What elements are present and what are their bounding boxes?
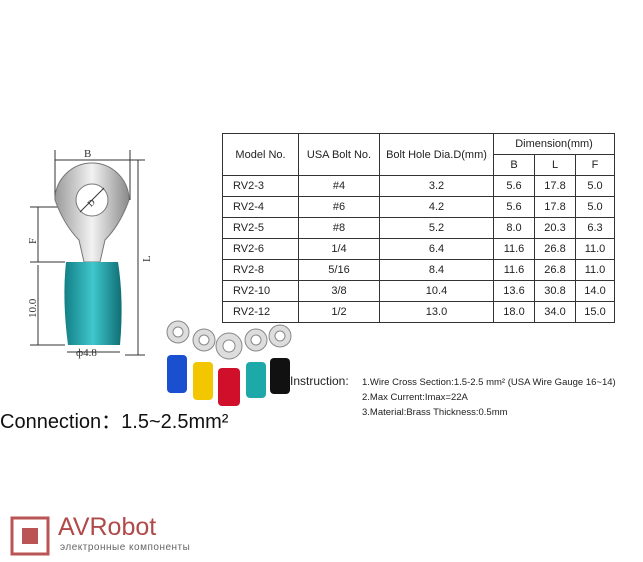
table-cell: RV2-4	[222, 196, 299, 218]
instruction-item: 1.Wire Cross Section:1.5-2.5 mm² (USA Wi…	[362, 377, 616, 388]
table-row: RV2-10 3/8 10.4 13.6 30.8 14.0	[222, 280, 615, 302]
label-l: L	[141, 255, 153, 262]
dimension-header: Dimension(mm)	[493, 133, 615, 155]
table-cell: 15.0	[575, 301, 615, 323]
table-cell: RV2-6	[222, 238, 299, 260]
table-cell: RV2-8	[222, 259, 299, 281]
connection: Connection：1.5~2.5mm²	[0, 411, 229, 433]
table-row: RV2-5 #8 5.2 8.0 20.3 6.3	[222, 217, 615, 239]
table-cell: 13.0	[379, 301, 494, 323]
table-cell: 6.4	[379, 238, 494, 260]
table-cell: 18.0	[493, 301, 535, 323]
header-cell: L	[534, 154, 576, 176]
instruction-item: 2.Max Current:Imax=22A	[362, 392, 468, 403]
table-cell: #6	[298, 196, 380, 218]
table-cell: RV2-12	[222, 301, 299, 323]
table-cell: 8.0	[493, 217, 535, 239]
label-f: F	[27, 238, 39, 244]
header-row: Model No. USA Bolt No. Bolt Hole Dia.D(mm)…	[222, 133, 615, 176]
instruction-label: Instruction:	[290, 374, 349, 388]
table-cell: 3.2	[379, 175, 494, 197]
table-cell: 13.6	[493, 280, 535, 302]
table-cell: RV2-3	[222, 175, 299, 197]
table-cell: RV2-5	[222, 217, 299, 239]
table-cell: 1/4	[298, 238, 380, 260]
table-cell: 10.4	[379, 280, 494, 302]
table-cell: 1/2	[298, 301, 380, 323]
table-row: RV2-6 1/4 6.4 11.6 26.8 11.0	[222, 238, 615, 260]
table-cell: 8.4	[379, 259, 494, 281]
table-cell: 5.0	[575, 196, 615, 218]
table-cell: 5.0	[575, 175, 615, 197]
logo-tagline: электронные компоненты	[60, 542, 191, 553]
instruction-item: 3.Material:Brass Thickness:0.5mm	[362, 407, 508, 418]
table-row: RV2-4 #6 4.2 5.6 17.8 5.0	[222, 196, 615, 218]
table-cell: 5.6	[493, 196, 535, 218]
table-cell: 20.3	[534, 217, 576, 239]
table-cell: 3/8	[298, 280, 380, 302]
table-cell: 4.2	[379, 196, 494, 218]
table-row: RV2-3 #4 3.2 5.6 17.8 5.0	[222, 175, 615, 197]
table-cell: 17.8	[534, 175, 576, 197]
table-cell: 5.2	[379, 217, 494, 239]
instruction-list: 1.Wire Cross Section:1.5-2.5 mm² (USA Wi…	[362, 375, 616, 420]
table-cell: 5/16	[298, 259, 380, 281]
spec-table: Model No. USA Bolt No. Bolt Hole Dia.D(mm)…	[222, 133, 615, 323]
label-diameter: ф4.8	[76, 347, 97, 359]
table-cell: #4	[298, 175, 380, 197]
header-cell: Model No.	[222, 133, 299, 176]
table-cell: 6.3	[575, 217, 615, 239]
header-cell: Bolt Hole Dia.D(mm)	[379, 133, 494, 176]
header-cell: F	[575, 154, 615, 176]
table-cell: #8	[298, 217, 380, 239]
table-cell: 30.8	[534, 280, 576, 302]
label-b: B	[84, 148, 91, 160]
table-cell: 34.0	[534, 301, 576, 323]
table-row: RV2-12 1/2 13.0 18.0 34.0 15.0	[222, 301, 615, 323]
logo-name: AVRobot	[58, 513, 157, 541]
table-cell: 17.8	[534, 196, 576, 218]
table-cell: RV2-10	[222, 280, 299, 302]
table-cell: 11.6	[493, 238, 535, 260]
table-cell: 11.0	[575, 259, 615, 281]
table-row: RV2-8 5/16 8.4 11.6 26.8 11.0	[222, 259, 615, 281]
header-cell: USA Bolt No.	[298, 133, 380, 176]
table-cell: 11.0	[575, 238, 615, 260]
label-length: 10.0	[27, 298, 39, 318]
header-cell: B	[493, 154, 535, 176]
table-cell: 26.8	[534, 259, 576, 281]
table-cell: 11.6	[493, 259, 535, 281]
table-cell: 5.6	[493, 175, 535, 197]
table-cell: 14.0	[575, 280, 615, 302]
table-cell: 26.8	[534, 238, 576, 260]
